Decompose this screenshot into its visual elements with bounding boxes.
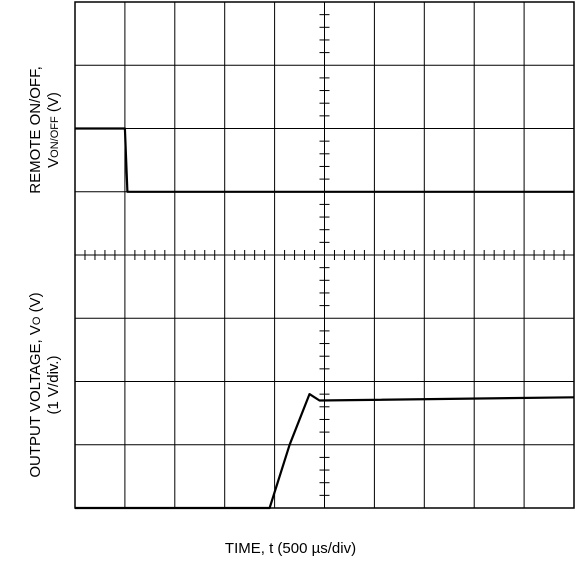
- upper-y-label-line1: REMOTE ON/OFF,: [27, 66, 44, 194]
- remote-on-off-trace: [75, 127, 574, 193]
- lower-y-label: OUTPUT VOLTAGE, VO (V): [27, 292, 44, 477]
- center-axis-ticks: [84, 14, 565, 496]
- upper-y-label: REMOTE ON/OFF,: [27, 66, 44, 194]
- lower-y-label-line2: (1 V/div.): [45, 356, 62, 415]
- plot-frame: [74, 1, 575, 509]
- upper-y-label-line2: VON/OFF (V): [45, 92, 62, 168]
- x-axis-label: TIME, t (500 µs/div): [224, 540, 357, 557]
